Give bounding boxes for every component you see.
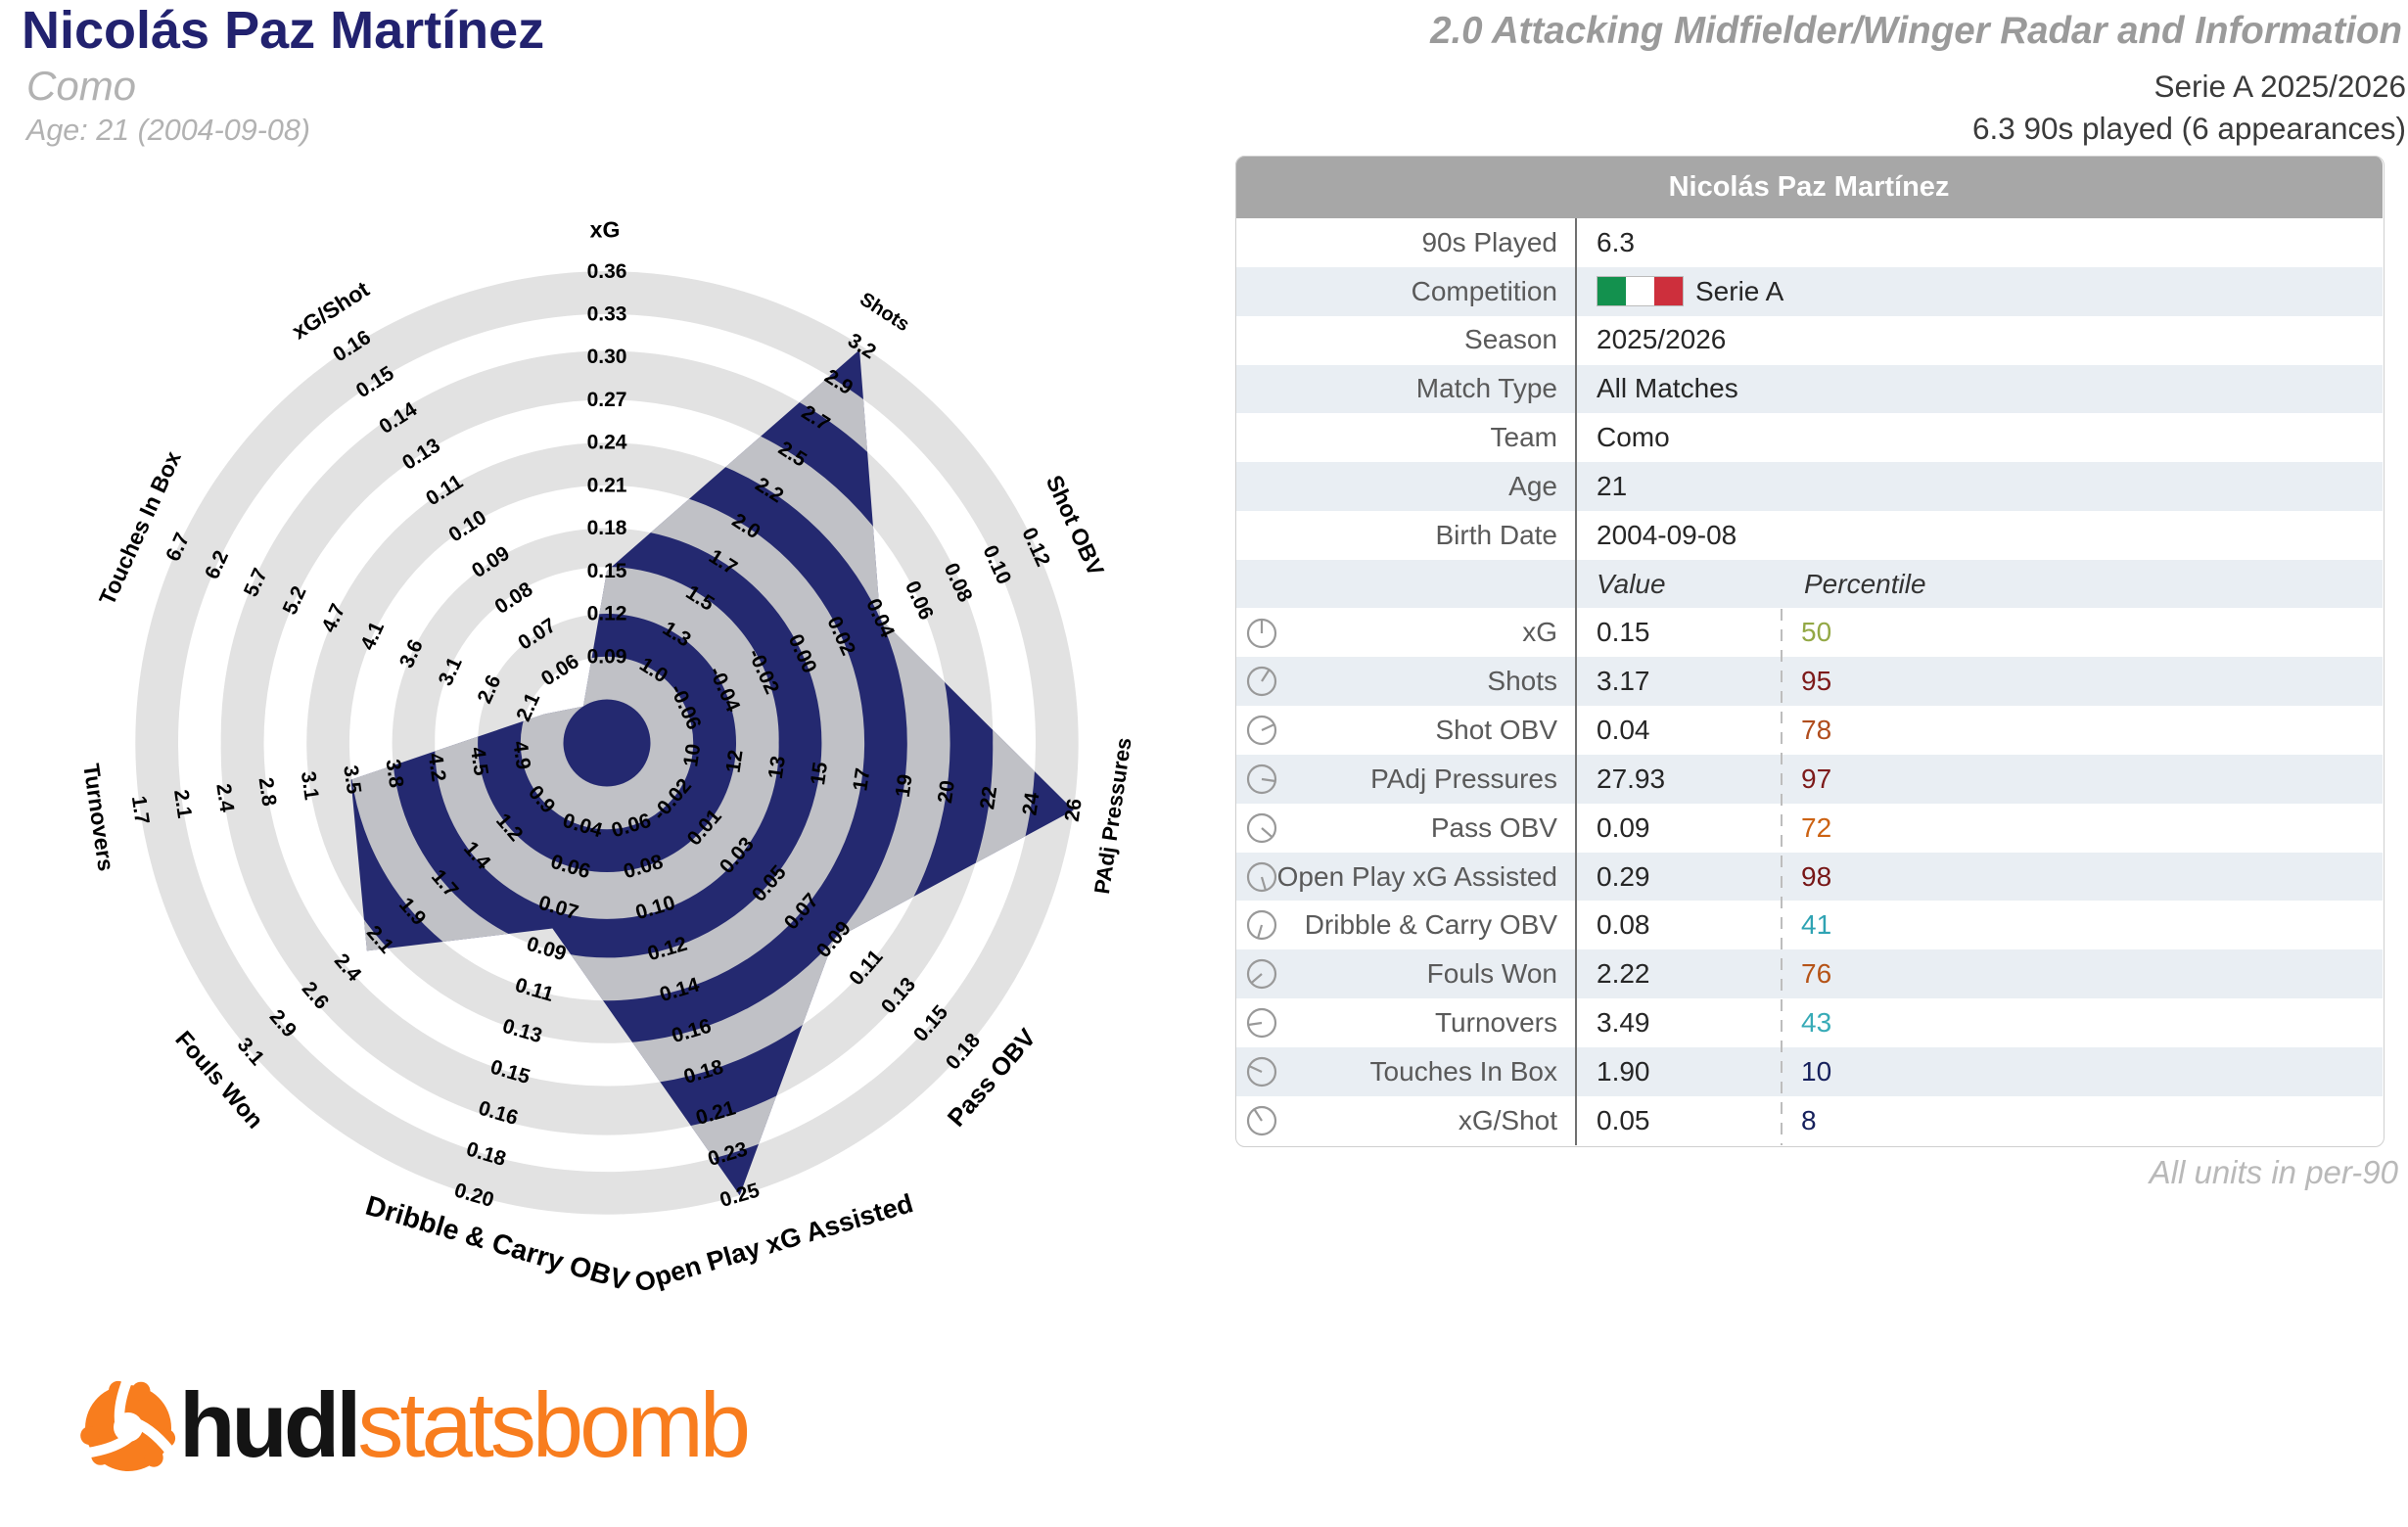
svg-text:24: 24 (1018, 791, 1043, 817)
svg-text:xG: xG (590, 217, 621, 243)
svg-text:17: 17 (849, 766, 874, 792)
svg-text:19: 19 (892, 772, 917, 798)
svg-text:4.5: 4.5 (466, 746, 492, 777)
svg-text:0.09: 0.09 (587, 645, 627, 668)
svg-text:15: 15 (807, 761, 832, 787)
svg-text:22: 22 (976, 785, 1001, 810)
svg-text:0.27: 0.27 (587, 389, 627, 411)
svg-text:3.1: 3.1 (297, 770, 323, 802)
svg-text:0.30: 0.30 (587, 346, 627, 368)
svg-text:Turnovers: Turnovers (78, 762, 119, 872)
svg-text:0.18: 0.18 (587, 517, 627, 539)
svg-text:3.5: 3.5 (339, 764, 365, 795)
svg-text:3.8: 3.8 (381, 758, 407, 789)
svg-text:0.21: 0.21 (587, 474, 627, 496)
svg-text:13: 13 (764, 755, 790, 780)
svg-text:0.24: 0.24 (587, 432, 627, 454)
svg-text:4.2: 4.2 (424, 752, 450, 783)
svg-text:2.8: 2.8 (255, 776, 281, 808)
svg-text:2.1: 2.1 (169, 788, 196, 819)
svg-text:0.15: 0.15 (587, 560, 627, 582)
svg-text:20: 20 (934, 779, 959, 805)
svg-text:12: 12 (722, 749, 748, 774)
svg-text:1.7: 1.7 (127, 795, 154, 826)
svg-text:PAdj Pressures: PAdj Pressures (1089, 736, 1136, 896)
svg-text:2.4: 2.4 (211, 782, 238, 813)
svg-text:0.33: 0.33 (587, 303, 627, 326)
svg-text:0.12: 0.12 (587, 603, 627, 625)
svg-text:26: 26 (1061, 797, 1087, 822)
svg-text:Shot OBV: Shot OBV (1042, 472, 1109, 580)
svg-text:0.36: 0.36 (587, 260, 627, 283)
svg-text:10: 10 (679, 742, 705, 767)
svg-text:Shots: Shots (856, 289, 913, 337)
svg-text:4.9: 4.9 (508, 740, 534, 771)
